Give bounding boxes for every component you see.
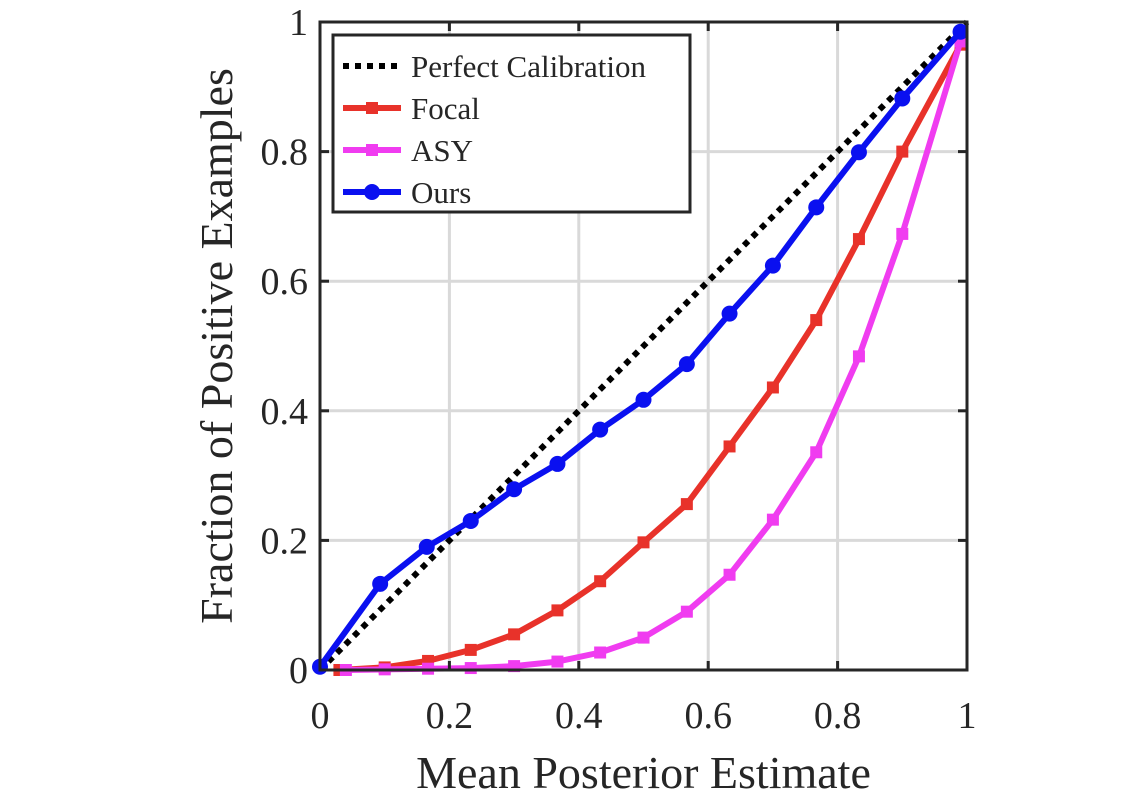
y-tick-label: 0.8 (261, 132, 309, 174)
data-point-ours (372, 575, 389, 592)
x-tick-label: 0.4 (555, 695, 603, 737)
data-point-focal (508, 628, 521, 641)
data-point-focal (896, 145, 909, 158)
data-point-ours (808, 199, 825, 216)
data-point-ours (850, 144, 867, 161)
x-tick-label: 1 (958, 695, 977, 737)
data-point-ours (462, 512, 479, 529)
data-point-ours (894, 90, 911, 107)
data-point-focal (766, 381, 779, 394)
data-point-focal (637, 536, 650, 549)
y-axis-label: Fraction of Positive Examples (191, 68, 242, 624)
data-point-ours (678, 356, 695, 373)
data-point-focal (852, 233, 865, 246)
data-point-asy (594, 646, 607, 659)
data-point-asy (766, 513, 779, 526)
data-point-asy (680, 605, 693, 618)
legend-marker-asy (366, 144, 378, 156)
y-tick-label: 0 (289, 650, 308, 692)
plot-frame (318, 20, 969, 672)
x-tick-label: 0.8 (814, 695, 862, 737)
x-tick-label: 0.2 (426, 695, 474, 737)
y-tick-label: 0.6 (261, 261, 309, 303)
data-point-focal (464, 643, 477, 656)
x-axis-label: Mean Posterior Estimate (416, 747, 871, 798)
data-point-asy (896, 227, 909, 240)
data-point-focal (594, 575, 607, 588)
y-tick-label: 0.4 (261, 391, 309, 433)
data-point-ours (418, 538, 435, 555)
data-point-asy (508, 660, 521, 673)
data-point-focal (680, 498, 693, 511)
series-line-perfect-calibration (317, 19, 970, 673)
x-tick-label: 0 (311, 695, 330, 737)
data-point-focal (810, 314, 823, 327)
data-point-asy (551, 655, 564, 668)
data-point-focal (723, 440, 736, 453)
data-point-ours (721, 305, 738, 322)
legend: Perfect Calibration Focal ASY Ours (331, 33, 692, 214)
data-point-asy (852, 350, 865, 363)
data-point-ours (952, 23, 969, 40)
data-point-ours (764, 257, 781, 274)
data-point-asy (723, 568, 736, 581)
data-point-focal (551, 604, 564, 617)
legend-marker-ours (364, 184, 380, 200)
legend-marker-focal (366, 102, 378, 114)
ticks: 0 0.2 0.4 0.6 0.8 1 0 0.2 0.4 0.6 0.8 1 (261, 2, 977, 737)
legend-label-perfect-calibration: Perfect Calibration (411, 49, 646, 84)
legend-label-asy: ASY (411, 133, 473, 168)
data-point-ours (549, 455, 566, 472)
data-point-ours (635, 391, 652, 408)
x-tick-label: 0.6 (684, 695, 732, 737)
data-point-asy (810, 446, 823, 459)
data-point-ours (592, 421, 609, 438)
y-tick-label: 1 (289, 2, 308, 44)
data-point-asy (464, 662, 477, 675)
legend-label-ours: Ours (411, 175, 471, 210)
series-perfect-calibration (317, 19, 970, 673)
data-point-ours (506, 481, 523, 498)
y-tick-label: 0.2 (261, 520, 309, 562)
legend-label-focal: Focal (411, 91, 480, 126)
data-point-asy (637, 631, 650, 644)
